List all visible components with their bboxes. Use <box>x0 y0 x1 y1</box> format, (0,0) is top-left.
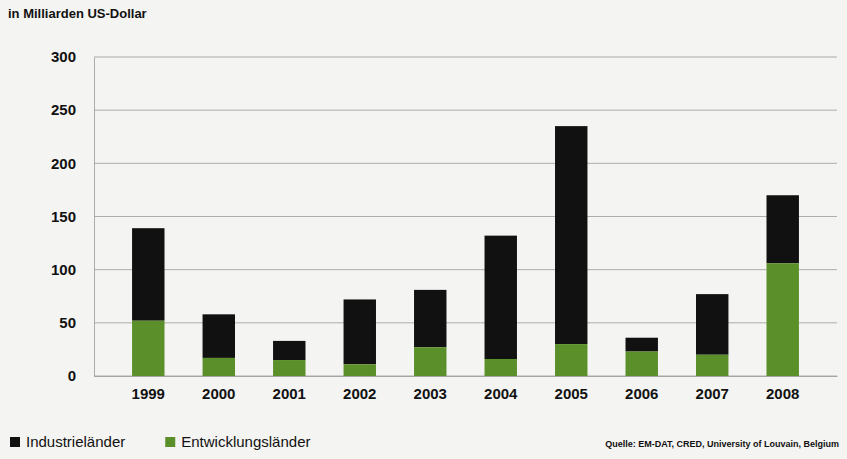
x-tick: 2000 <box>202 376 235 402</box>
bar <box>485 236 517 359</box>
bar <box>203 358 235 376</box>
bar <box>273 360 305 376</box>
y-tick: 200 <box>51 155 94 172</box>
grid-line <box>94 163 837 164</box>
y-axis: 0 50 100 150 200 250 300 <box>51 48 95 384</box>
y-axis-title: in Milliarden US-Dollar <box>8 6 147 21</box>
legend-label: Industrieländer <box>26 433 125 450</box>
bar <box>696 294 728 355</box>
bar <box>344 364 376 376</box>
y-axis-line <box>94 58 95 377</box>
bar <box>555 344 587 376</box>
y-tick-label: 300 <box>51 48 76 65</box>
x-axis-line <box>95 376 838 377</box>
x-tick-label: 2002 <box>343 385 376 402</box>
bar <box>273 341 305 360</box>
x-tick: 2001 <box>273 376 306 402</box>
x-tick-label: 2005 <box>555 385 588 402</box>
y-tick-label: 0 <box>68 367 76 384</box>
x-tick: 2005 <box>555 376 588 402</box>
legend-swatch <box>10 437 20 447</box>
y-tick: 0 <box>68 367 94 384</box>
grid-line <box>94 216 837 217</box>
x-tick: 2002 <box>343 376 376 402</box>
x-tick: 2007 <box>696 376 729 402</box>
bar <box>767 195 799 263</box>
bar <box>626 352 658 376</box>
chart: in Milliarden US-Dollar 0 50 100 150 200 250 30… <box>0 0 847 459</box>
grid <box>94 57 837 376</box>
bar <box>626 338 658 352</box>
grid-line <box>94 57 837 58</box>
bar <box>132 228 164 321</box>
y-tick-label: 100 <box>51 261 76 278</box>
series <box>132 263 799 376</box>
y-tick-label: 150 <box>51 208 76 225</box>
x-tick-label: 2003 <box>414 385 447 402</box>
legend: Industrieländer Entwicklungsländer <box>10 433 310 450</box>
bars <box>132 126 799 376</box>
bar <box>767 263 799 376</box>
bar <box>696 355 728 376</box>
x-tick-label: 2004 <box>484 385 518 402</box>
x-tick: 1999 <box>132 376 165 402</box>
bar <box>132 321 164 376</box>
x-tick-label: 2001 <box>273 385 306 402</box>
x-tick: 2003 <box>414 376 447 402</box>
bar <box>344 299 376 364</box>
legend-label: Entwicklungsländer <box>181 433 310 450</box>
bar <box>414 290 446 347</box>
x-tick: 2006 <box>625 376 658 402</box>
x-tick-label: 2006 <box>625 385 658 402</box>
series <box>132 126 799 364</box>
x-axis: 1999 2000 2001 2002 2003 2004 2005 2006 2007 2008 <box>95 376 838 402</box>
y-tick: 50 <box>59 314 94 331</box>
y-tick: 100 <box>51 261 94 278</box>
x-tick-label: 2008 <box>766 385 799 402</box>
legend-swatch <box>165 437 175 447</box>
grid-line <box>94 110 837 111</box>
source-note: Quelle: EM-DAT, CRED, University of Louv… <box>605 439 839 449</box>
bar <box>485 359 517 376</box>
y-tick: 300 <box>51 48 94 65</box>
y-tick: 250 <box>51 101 94 118</box>
x-tick-label: 2007 <box>696 385 729 402</box>
x-tick-label: 1999 <box>132 385 165 402</box>
y-tick-label: 250 <box>51 101 76 118</box>
y-tick: 150 <box>51 208 94 225</box>
bar <box>414 347 446 376</box>
grid-line <box>94 269 837 270</box>
x-tick-label: 2000 <box>202 385 235 402</box>
bar <box>203 314 235 358</box>
y-tick-label: 200 <box>51 155 76 172</box>
x-tick: 2004 <box>484 376 518 402</box>
x-tick: 2008 <box>766 376 799 402</box>
bar <box>555 126 587 344</box>
y-tick-label: 50 <box>59 314 76 331</box>
